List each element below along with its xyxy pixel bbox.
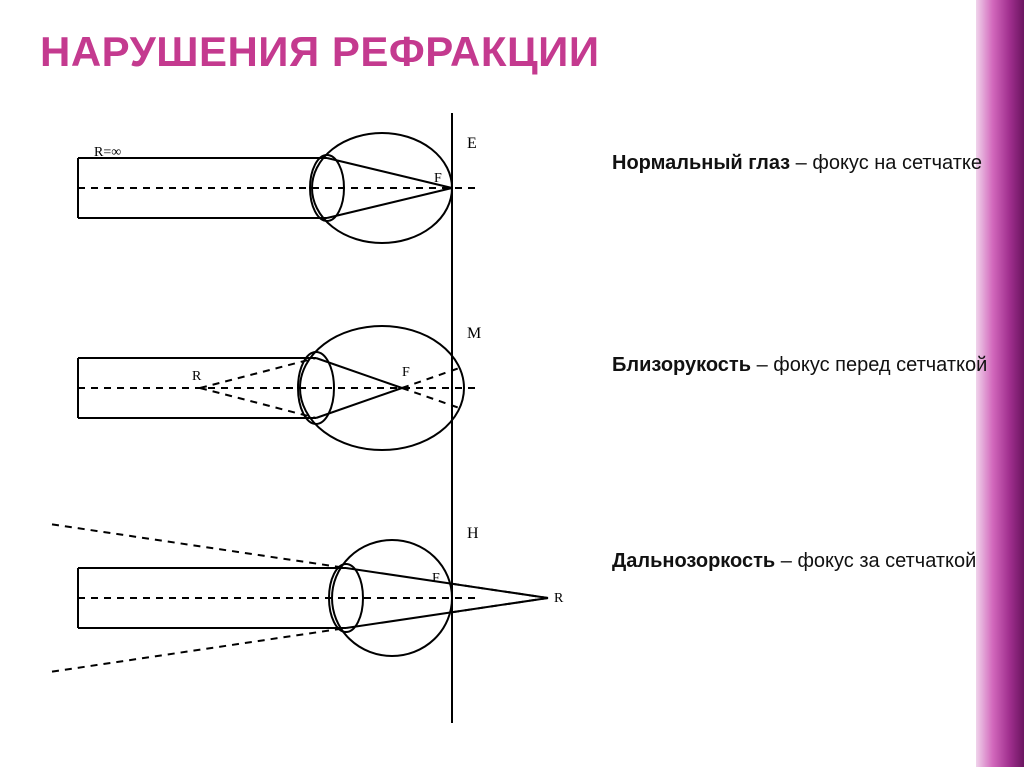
- svg-text:R: R: [192, 369, 202, 384]
- caption-hyper-bold: Дальнозоркость: [612, 550, 775, 572]
- caption-normal: Нормальный глаз – фокус на сетчатке: [612, 150, 982, 177]
- caption-myopia-rest: – фокус перед сетчаткой: [751, 354, 987, 376]
- caption-normal-bold: Нормальный глаз: [612, 152, 790, 174]
- svg-text:F: F: [432, 571, 440, 586]
- svg-text:E: E: [467, 135, 477, 152]
- svg-text:R: R: [554, 591, 564, 606]
- svg-text:F: F: [434, 171, 442, 186]
- caption-myopia-bold: Близорукость: [612, 354, 751, 376]
- svg-text:M: M: [467, 325, 481, 342]
- page-title: НАРУШЕНИЯ РЕФРАКЦИИ: [40, 28, 600, 76]
- accent-side-strip: [976, 0, 1024, 767]
- caption-myopia: Близорукость – фокус перед сетчаткой: [612, 352, 987, 379]
- svg-text:H: H: [467, 525, 479, 542]
- caption-normal-rest: – фокус на сетчатке: [790, 152, 982, 174]
- caption-hyper: Дальнозоркость – фокус за сетчаткой: [612, 548, 976, 575]
- refraction-diagram: R=∞EFMFRHFR: [32, 108, 592, 728]
- caption-hyper-rest: – фокус за сетчаткой: [775, 550, 976, 572]
- svg-text:F: F: [402, 365, 410, 380]
